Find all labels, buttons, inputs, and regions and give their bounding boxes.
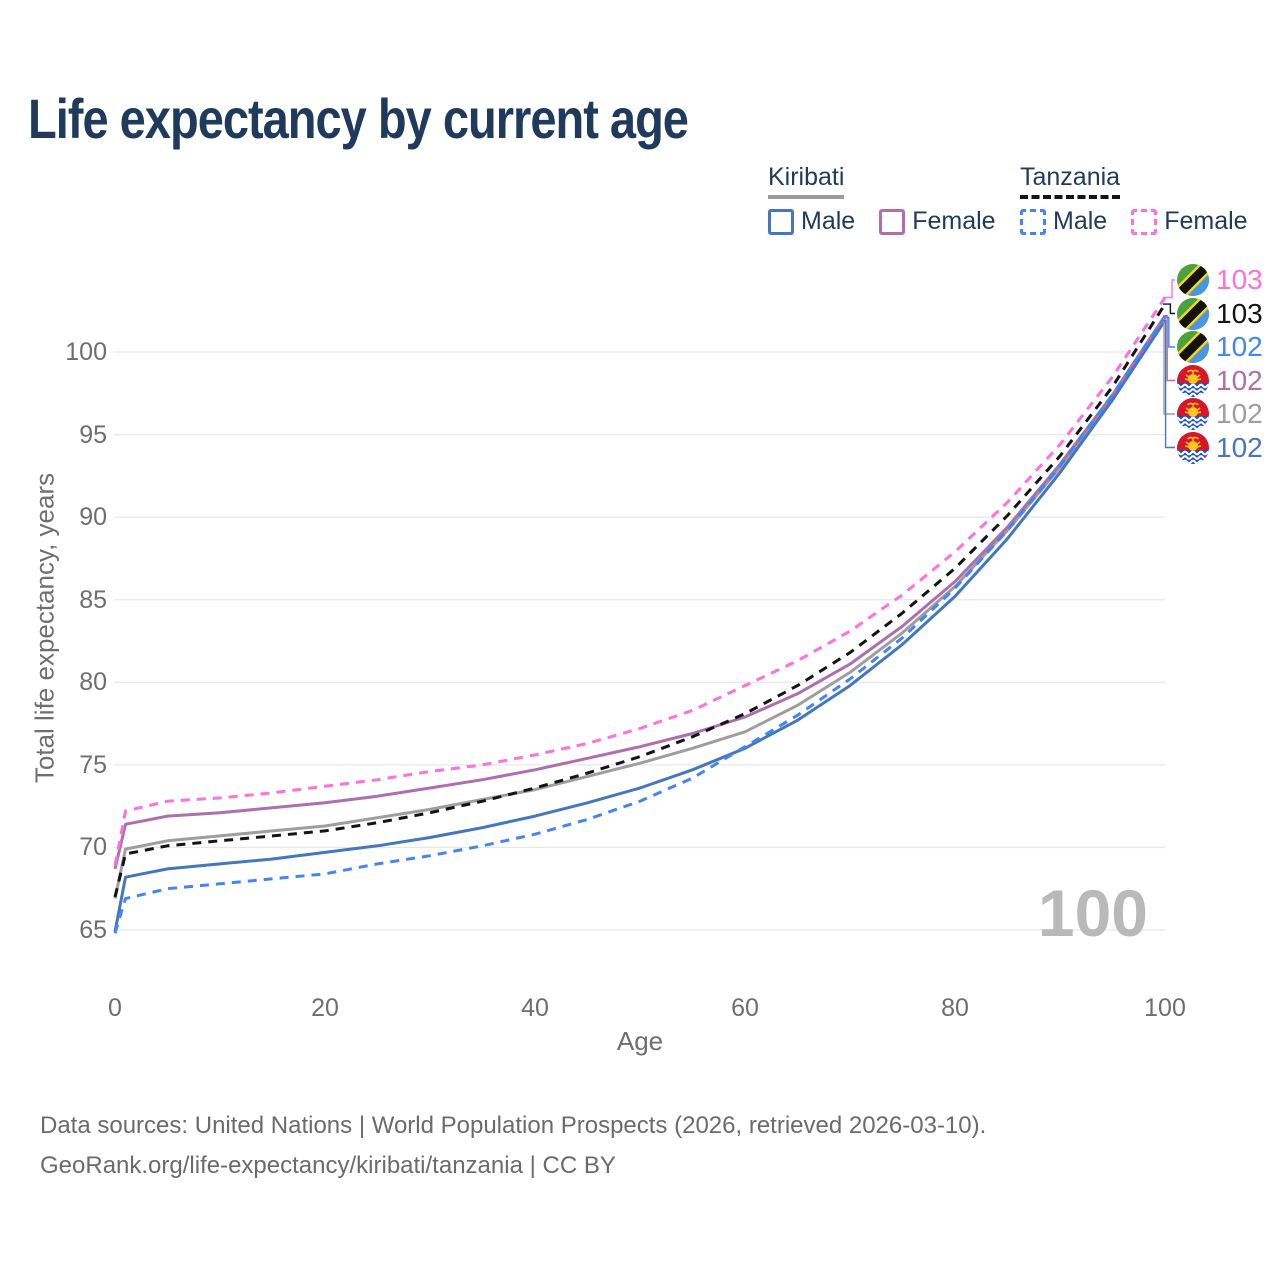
y-axis-tick-label-90: 90 [79,503,107,532]
tanzania-flag-icon [1177,331,1209,363]
end-label-value: 102 [1216,331,1263,362]
end-label-tanzania-female[interactable]: 103 [1177,264,1263,296]
y-axis-tick-label-85: 85 [79,585,107,614]
end-label-tanzania-total[interactable]: 103 [1177,297,1263,330]
kiribati-male-swatch-icon [768,208,794,235]
footer-caption-line1: Data sources: United Nations | World Pop… [40,1112,987,1139]
x-axis-tick-label-40: 40 [521,994,549,1022]
end-label-kiribati-male[interactable]: 102 [1177,431,1263,464]
legend-item-kiribati-female[interactable]: Female [879,207,996,236]
footer-caption: Data sources: United Nations | World Pop… [40,1106,986,1186]
tanzania-male-swatch-icon [1020,208,1046,235]
x-axis-tick-label-80: 80 [941,994,969,1022]
legend-item-tanzania-female[interactable]: Female [1131,207,1248,236]
series-line-kiribati-total[interactable] [113,318,1167,899]
end-label-kiribati-female[interactable]: 102 [1177,364,1263,397]
end-label-value: 103 [1216,297,1263,329]
x-axis-tick-label-60: 60 [731,994,759,1022]
end-label-value: 102 [1216,398,1263,429]
series-line-tanzania-total[interactable] [113,303,1167,898]
series-line-kiribati-male[interactable] [113,319,1167,932]
kiribati-flag-icon [1177,365,1209,397]
page-title: Life expectancy by current age [28,87,689,150]
kiribati-flag-icon [1177,398,1209,430]
series-line-tanzania-female[interactable] [113,296,1167,866]
y-axis-tick-label-95: 95 [79,420,107,449]
end-label-leader-tanzania-female [1163,279,1175,299]
tanzania-flag-icon [1177,264,1209,296]
series-line-tanzania-male[interactable] [113,316,1167,934]
y-axis-tick-label-75: 75 [79,750,107,779]
end-label-leader-tanzania-total [1163,303,1175,315]
end-label-leader-kiribati-total [1163,318,1175,415]
legend-item-label: Female [912,207,996,235]
y-axis-tick-label-65: 65 [79,916,107,944]
end-label-value: 102 [1216,431,1263,463]
kiribati-flag-icon [1177,432,1209,464]
end-label-kiribati-total[interactable]: 102 [1177,398,1263,430]
x-axis-tick-label-20: 20 [311,994,339,1022]
end-label-leader-tanzania-male [1163,316,1175,348]
legend-group-kiribati: Kiribati Male Female [768,163,996,236]
y-axis-tick-label-80: 80 [79,668,107,697]
legend-item-kiribati-male[interactable]: Male [768,207,855,236]
legend-group-tanzania: Tanzania Male Female [1020,163,1248,236]
tanzania-flag-icon [1177,298,1209,330]
legend-item-label: Female [1164,207,1248,235]
legend-item-label: Male [1053,207,1108,235]
legend-item-label: Male [801,207,856,235]
end-label-value: 103 [1216,264,1263,295]
x-axis-tick-label-100: 100 [1144,994,1186,1022]
end-label-value: 102 [1216,364,1263,396]
footer-caption-line2: GeoRank.org/life-expectancy/kiribati/tan… [40,1152,616,1179]
end-label-tanzania-male[interactable]: 102 [1177,331,1263,363]
end-label-leader-kiribati-female [1163,315,1175,382]
legend-group-title-tanzania[interactable]: Tanzania [1020,163,1121,199]
end-label-leader-kiribati-male [1163,319,1175,449]
x-axis-title: Age [616,1026,664,1056]
x-axis-tick-label-0: 0 [108,994,122,1022]
y-axis-tick-label-70: 70 [79,833,107,862]
kiribati-female-swatch-icon [879,208,906,235]
series-line-kiribati-female[interactable] [113,314,1167,870]
legend-item-tanzania-male[interactable]: Male [1020,207,1107,236]
hover-age-watermark: 100 [1038,876,1148,950]
tanzania-female-swatch-icon [1131,208,1158,235]
legend-group-title-kiribati[interactable]: Kiribati [768,163,845,199]
y-axis-tick-label-100: 100 [65,338,107,366]
